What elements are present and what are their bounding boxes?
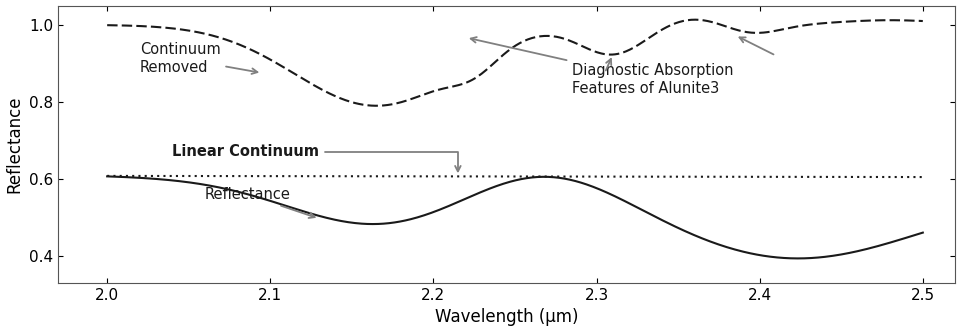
Y-axis label: Reflectance: Reflectance — [6, 96, 24, 193]
Text: Continuum
Removed: Continuum Removed — [139, 42, 258, 75]
Text: Linear Continuum: Linear Continuum — [172, 144, 460, 172]
Text: Diagnostic Absorption
Features of Alunite3: Diagnostic Absorption Features of Alunit… — [471, 37, 733, 96]
X-axis label: Wavelength (μm): Wavelength (μm) — [435, 308, 579, 326]
Text: Reflectance: Reflectance — [205, 187, 314, 218]
